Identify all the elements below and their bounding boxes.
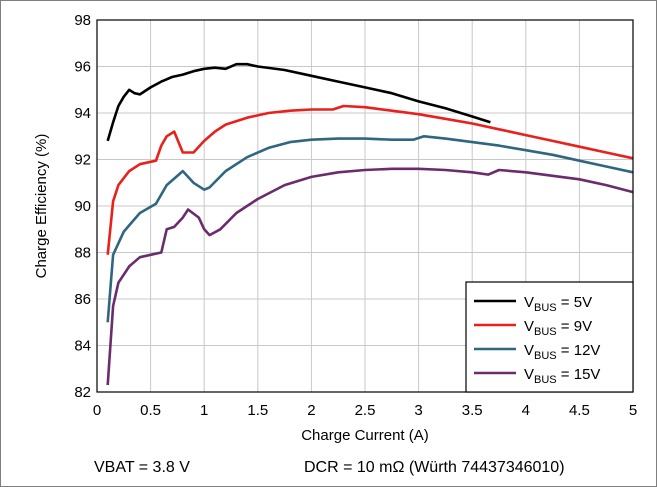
y-tick-label: 98: [74, 12, 91, 29]
y-tick-label: 96: [74, 59, 91, 76]
y-axis-label: Charge Efficiency (%): [33, 134, 50, 279]
x-tick-label: 3.5: [462, 402, 483, 419]
legend: VBUS = 5V VBUS = 9V VBUS = 12V VBUS = 15V: [465, 281, 634, 393]
x-tick-label: 3: [414, 402, 422, 419]
y-tick-label: 84: [74, 338, 91, 355]
legend-label-4: VBUS = 15V: [524, 366, 600, 386]
plot-area-border: [96, 19, 634, 393]
legend-label-2: VBUS = 9V: [524, 318, 592, 338]
series-line-4: [106, 167, 634, 386]
y-tick-label: 94: [74, 105, 91, 122]
x-tick-label: 4.5: [569, 402, 590, 419]
x-tick-label: 0.5: [140, 402, 161, 419]
footer-dcr-note: DCR = 10 mΩ (Würth 74437346010): [304, 459, 565, 476]
x-axis-label: Charge Current (A): [301, 427, 429, 444]
x-tick-label: 2.5: [355, 402, 376, 419]
x-tick-label: 5: [629, 402, 637, 419]
y-tick-label: 82: [74, 384, 91, 401]
series-line-1: [106, 62, 491, 142]
series-line-2: [106, 104, 634, 255]
x-tick-label: 2: [307, 402, 315, 419]
x-tick-label: 1.5: [247, 402, 268, 419]
legend-label-1: VBUS = 5V: [524, 294, 592, 314]
y-tick-label: 90: [74, 198, 91, 215]
y-tick-label: 92: [74, 152, 91, 169]
x-tick-label: 4: [522, 402, 530, 419]
y-tick-label: 88: [74, 245, 91, 262]
y-tick-label: 86: [74, 291, 91, 308]
footer-vbat-note: VBAT = 3.8 V: [94, 459, 190, 476]
x-tick-label: 0: [93, 402, 101, 419]
x-tick-label: 1: [200, 402, 208, 419]
legend-label-3: VBUS = 12V: [524, 342, 600, 362]
tick-labels: 0 0.5 1 1.5 2 2.5 3 3.5 4 4.5 5 82 84 86 88 90 92 94 96 98: [74, 12, 637, 419]
series-line-3: [106, 135, 634, 323]
data-series: [106, 62, 634, 386]
